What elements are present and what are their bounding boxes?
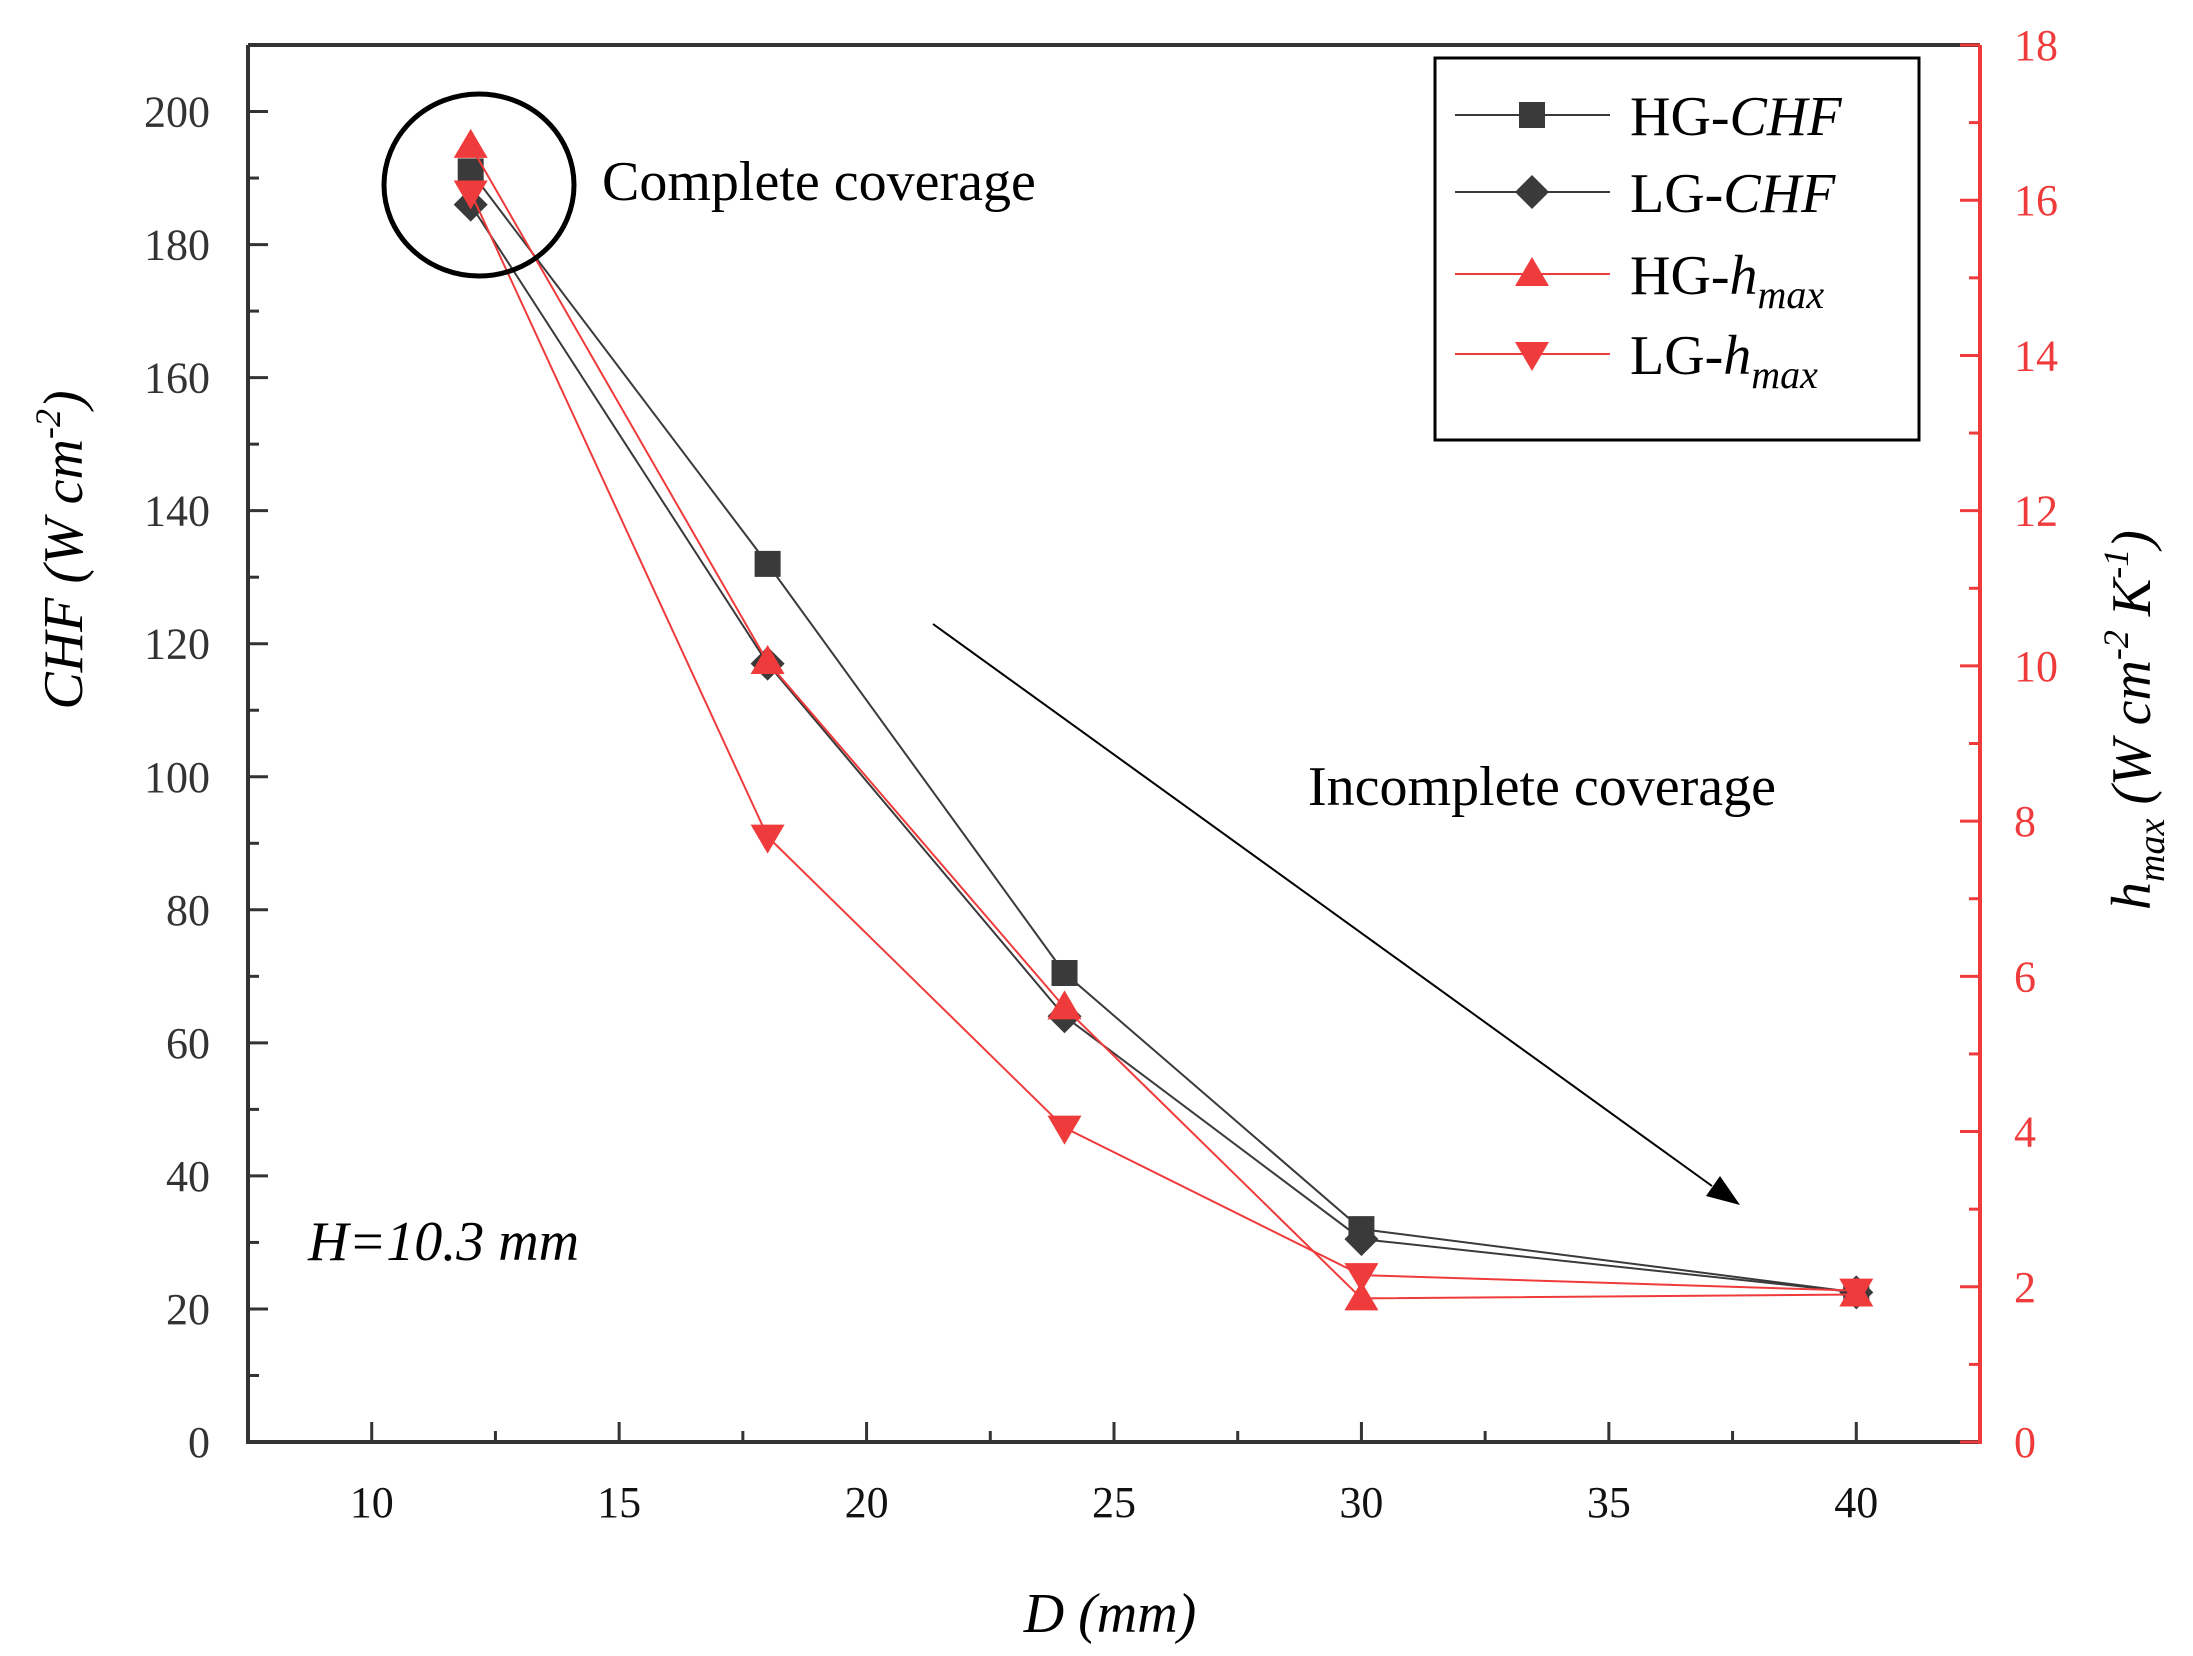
legend-item-HG-CHF: HG-CHF bbox=[1455, 86, 1842, 148]
y-right-tick-label: 0 bbox=[2014, 1418, 2036, 1467]
x-tick-label: 35 bbox=[1587, 1478, 1631, 1527]
data-point-LG-hmax bbox=[1839, 1278, 1874, 1308]
series-layer bbox=[453, 128, 1874, 1311]
legend-label: HG-CHF bbox=[1630, 86, 1842, 148]
legend-marker bbox=[1515, 175, 1549, 209]
y-left-tick-label: 100 bbox=[144, 753, 210, 802]
data-point-HG-CHF bbox=[754, 550, 781, 577]
complete-coverage-circle bbox=[381, 91, 577, 279]
y-right-title-end: ) bbox=[2101, 530, 2163, 552]
data-point-HG-hmax bbox=[750, 645, 785, 675]
y-right-title-sup2: -1 bbox=[2096, 549, 2136, 579]
x-tick-label: 15 bbox=[597, 1478, 641, 1527]
y-right-tick-label: 16 bbox=[2014, 176, 2058, 225]
data-point-LG-hmax bbox=[750, 824, 785, 854]
y-left-tick-label: 80 bbox=[166, 886, 210, 935]
y-right-tick-label: 12 bbox=[2014, 487, 2058, 536]
y-left-tick-label: 40 bbox=[166, 1152, 210, 1201]
data-point-LG-hmax bbox=[453, 180, 488, 210]
complete-coverage-label: Complete coverage bbox=[602, 151, 1036, 213]
y-left-tick-label: 20 bbox=[166, 1285, 210, 1334]
y-right-axis-title: hmax (W cm-2 K-1) bbox=[2096, 530, 2173, 910]
y-left-tick-label: 200 bbox=[144, 88, 210, 137]
legend-item-HG-hmax: HG-hmax bbox=[1455, 245, 1824, 317]
data-point-LG-hmax bbox=[1344, 1263, 1379, 1293]
y-right-title-mid: K bbox=[2101, 576, 2163, 630]
x-tick-label: 20 bbox=[845, 1478, 889, 1527]
y-right-tick-label: 10 bbox=[2014, 642, 2058, 691]
y-left-title-italic: CHF bbox=[33, 597, 95, 710]
legend-label: LG-CHF bbox=[1630, 163, 1836, 225]
y-left-title-end: ) bbox=[33, 390, 95, 412]
legend-box bbox=[1433, 56, 1921, 442]
y-right-tick-label: 6 bbox=[2014, 952, 2036, 1001]
y-left-axis-title: CHF (W cm-2) bbox=[28, 390, 95, 709]
y-left-tick-label: 160 bbox=[144, 354, 210, 403]
incomplete-coverage-label: Incomplete coverage bbox=[1308, 756, 1776, 818]
series-LG-hmax bbox=[453, 180, 1874, 1308]
trend-arrow bbox=[932, 623, 1740, 1205]
x-axis-title: D (mm) bbox=[1023, 1583, 1197, 1645]
y-right-title-italic: h bbox=[2101, 882, 2163, 910]
data-point-HG-hmax bbox=[1344, 1281, 1379, 1311]
y-right-tick-label: 14 bbox=[2014, 331, 2058, 380]
y-left-tick-label: 180 bbox=[144, 221, 210, 270]
legend-item-LG-hmax: LG-hmax bbox=[1455, 325, 1818, 397]
data-point-HG-CHF bbox=[1051, 960, 1078, 987]
y-left-tick-label: 0 bbox=[188, 1418, 210, 1467]
y-left-tick-label: 140 bbox=[144, 487, 210, 536]
legend-label: LG-hmax bbox=[1630, 325, 1818, 397]
legend-item-LG-CHF: LG-CHF bbox=[1455, 163, 1836, 225]
x-tick-label: 40 bbox=[1834, 1478, 1878, 1527]
y-right-tick-label: 8 bbox=[2014, 797, 2036, 846]
y-left-title-sup: -2 bbox=[28, 409, 68, 439]
y-left-tick-label: 120 bbox=[144, 620, 210, 669]
y-right-tick-label: 2 bbox=[2014, 1263, 2036, 1312]
tick-layer: 10 15 20 25 30 35 4002040608010012014016018020… bbox=[144, 21, 2058, 1527]
y-left-tick-label: 60 bbox=[166, 1019, 210, 1068]
x-tick-label: 25 bbox=[1092, 1478, 1136, 1527]
legend-items: HG-CHF LG-CHF HG-hmax LG-hmax bbox=[1455, 86, 1842, 397]
y-right-tick-label: 4 bbox=[2014, 1108, 2036, 1157]
legend-marker bbox=[1515, 257, 1549, 286]
data-point-LG-hmax bbox=[1047, 1115, 1082, 1145]
x-tick-label: 30 bbox=[1339, 1478, 1383, 1527]
x-tick-label: 10 bbox=[350, 1478, 394, 1527]
y-right-title-sub: max bbox=[2131, 819, 2173, 882]
y-right-tick-label: 18 bbox=[2014, 21, 2058, 70]
legend: HG-CHF LG-CHF HG-hmax LG-hmax bbox=[1433, 56, 1921, 442]
y-left-title-unit: (W cm bbox=[33, 439, 95, 598]
y-right-title-sup1: -2 bbox=[2096, 630, 2136, 660]
y-right-title-unit: (W cm bbox=[2101, 660, 2163, 819]
data-point-HG-hmax bbox=[453, 128, 488, 158]
height-annotation: H=10.3 mm bbox=[307, 1211, 579, 1273]
legend-label: HG-hmax bbox=[1630, 245, 1824, 317]
legend-marker bbox=[1519, 102, 1545, 128]
data-point-LG-CHF bbox=[1344, 1222, 1379, 1257]
data-point-HG-hmax bbox=[1047, 990, 1082, 1020]
legend-marker bbox=[1515, 342, 1549, 371]
